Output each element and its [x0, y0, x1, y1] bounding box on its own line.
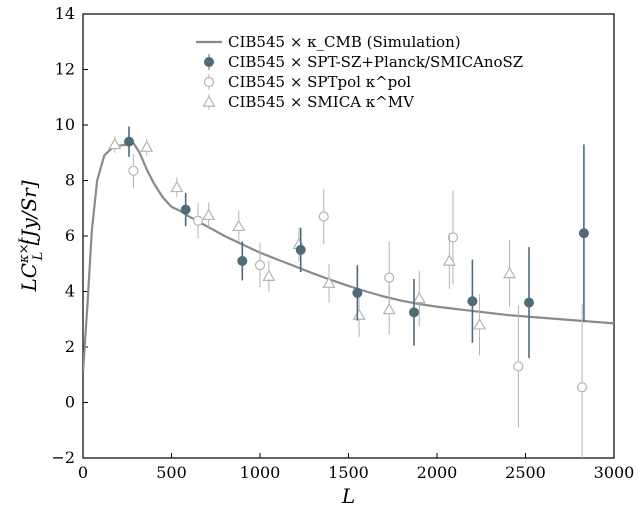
y-tick-label: 2 [65, 337, 75, 356]
legend-label: CIB545 × SMICA κ^MV [228, 93, 415, 111]
x-tick-label: 1000 [240, 463, 281, 482]
sptpol-point [128, 165, 139, 176]
sptsz-point [524, 297, 535, 308]
x-tick-label: 1500 [328, 463, 369, 482]
sptpol-point [192, 215, 204, 226]
smica-point [108, 137, 122, 150]
y-tick-label: 6 [65, 226, 75, 245]
sptpol-point [384, 272, 395, 283]
x-axis-label: L [341, 484, 355, 508]
y-tick-label: 4 [65, 282, 75, 301]
sptsz-point [237, 255, 248, 266]
smica-point [503, 266, 517, 279]
sptsz-point [295, 244, 306, 255]
smica-point [472, 318, 487, 330]
sptpol-point [254, 260, 266, 271]
y-tick-label: 10 [55, 115, 75, 134]
sptsz-point [467, 296, 478, 307]
y-tick-label: 8 [65, 171, 75, 190]
legend-marker-sptpol [203, 76, 215, 88]
y-tick-label: 14 [55, 4, 75, 23]
legend-marker-smica [202, 95, 216, 107]
x-tick-label: 3000 [594, 463, 635, 482]
smica-point [382, 302, 396, 315]
x-tick-label: 0 [78, 463, 88, 482]
legend-label: CIB545 × SPTpol κ^pol [228, 73, 411, 91]
y-axis-label: LCκ×IL [Jy/Sr] [17, 180, 46, 292]
sptpol-point [447, 232, 459, 243]
smica-point [140, 140, 154, 152]
sptpol-point [577, 382, 588, 393]
sptsz-point [124, 136, 135, 147]
sptsz-point [408, 307, 419, 318]
y-tick-label: 0 [65, 393, 75, 412]
y-tick-label: −2 [51, 448, 75, 467]
sptsz-point [180, 204, 191, 215]
smica-point [202, 208, 216, 220]
sptpol-point [513, 361, 524, 372]
legend-marker-sptsz [204, 57, 214, 67]
smica-point [322, 276, 336, 288]
sptsz-point [352, 287, 363, 298]
legend-label: CIB545 × SPT-SZ+Planck/SMICAnoSZ [228, 53, 523, 71]
simulation-curve [83, 140, 614, 373]
smica-point [232, 219, 246, 232]
sptpol-point [318, 211, 329, 222]
sptsz-point [578, 228, 589, 239]
legend-label: CIB545 × κ_CMB (Simulation) [228, 33, 461, 51]
smica-point [412, 291, 426, 304]
x-tick-label: 2000 [417, 463, 458, 482]
smica-point [442, 254, 456, 266]
smica-point [352, 308, 366, 320]
x-tick-label: 500 [156, 463, 187, 482]
x-tick-label: 2500 [505, 463, 546, 482]
smica-point [262, 269, 276, 281]
y-tick-label: 12 [55, 60, 75, 79]
smica-point [170, 180, 184, 193]
plot-area [83, 126, 614, 458]
